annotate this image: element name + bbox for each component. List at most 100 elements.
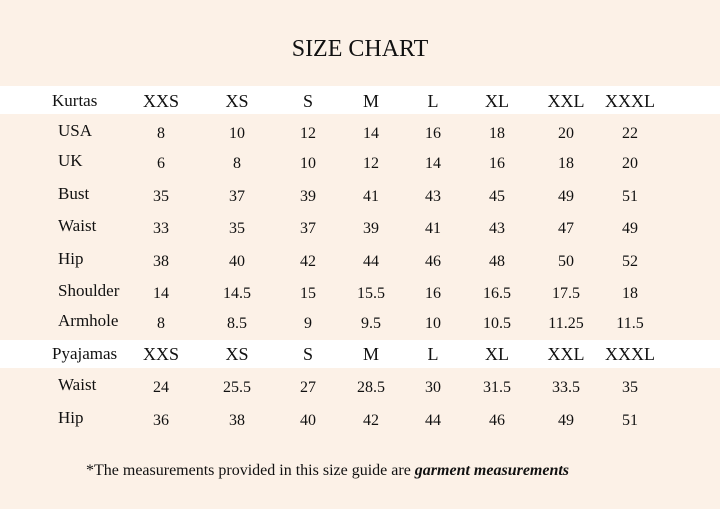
row-label: Waist — [58, 216, 97, 235]
measurement: 14.5 — [223, 285, 251, 302]
measurement: 44 — [363, 253, 379, 270]
measurement: 15.5 — [357, 285, 385, 302]
row-label: Waist — [58, 375, 97, 394]
measurement: 41 — [363, 188, 379, 205]
measurement: 24 — [153, 379, 169, 396]
size-header: M — [362, 91, 380, 111]
measurement: 18 — [622, 285, 638, 302]
measurement: 20 — [622, 155, 638, 172]
measurement: 10 — [425, 315, 441, 332]
measurement: 46 — [425, 253, 441, 270]
size-header: XXS — [142, 91, 180, 111]
measurement: 31.5 — [483, 379, 511, 396]
measurement: 8.5 — [227, 315, 247, 332]
measurement: 50 — [558, 253, 574, 270]
row-label: Armhole — [58, 311, 119, 330]
measurement: 15 — [300, 285, 316, 302]
measurement: 25.5 — [223, 379, 251, 396]
size-header: XXL — [547, 91, 585, 111]
measurement: 33 — [153, 220, 169, 237]
measurement: 49 — [622, 220, 638, 237]
section-label: Kurtas — [52, 91, 98, 110]
measurement: 44 — [425, 412, 441, 429]
measurement: 30 — [425, 379, 441, 396]
size-header: XL — [485, 344, 509, 364]
measurement: 35 — [229, 220, 245, 237]
measurement: 47 — [558, 220, 574, 237]
measurement: 39 — [363, 220, 379, 237]
footnote-text: *The measurements provided in this size … — [86, 462, 411, 479]
measurement: 35 — [622, 379, 638, 396]
measurement: 36 — [153, 412, 169, 429]
measurement: 51 — [622, 412, 638, 429]
measurement: 27 — [300, 379, 316, 396]
section-label: Pyajamas — [52, 344, 118, 363]
measurement: 45 — [489, 188, 505, 205]
measurement: 11.25 — [548, 315, 584, 332]
measurement: 33.5 — [552, 379, 580, 396]
measurement: 49 — [558, 412, 574, 429]
measurement: 12 — [300, 125, 316, 142]
measurement: 37 — [300, 220, 316, 237]
measurement: 43 — [489, 220, 505, 237]
measurement: 46 — [489, 412, 505, 429]
measurement: 16 — [489, 155, 505, 172]
measurement: 49 — [558, 188, 574, 205]
measurement: 42 — [300, 253, 316, 270]
size-header: XL — [485, 91, 509, 111]
size-header: XXXL — [605, 344, 655, 364]
measurement: 38 — [229, 412, 245, 429]
size-header: L — [427, 91, 439, 111]
measurement: 37 — [229, 188, 245, 205]
measurement: 42 — [363, 412, 379, 429]
row-label: Hip — [58, 408, 84, 427]
title: SIZE CHART — [291, 36, 429, 62]
measurement: 48 — [489, 253, 505, 270]
measurement: 22 — [622, 125, 638, 142]
measurement: 39 — [300, 188, 316, 205]
measurement: 41 — [425, 220, 441, 237]
measurement: 18 — [489, 125, 505, 142]
header-band — [0, 86, 720, 114]
measurement: 51 — [622, 188, 638, 205]
row-label: Hip — [58, 249, 84, 268]
row-label: USA — [58, 121, 93, 140]
measurement: 9 — [304, 315, 312, 332]
measurement: 8 — [233, 155, 241, 172]
measurement: 10 — [229, 125, 245, 142]
measurement: 40 — [229, 253, 245, 270]
measurement: 38 — [153, 253, 169, 270]
measurement: 16 — [425, 285, 441, 302]
size-header: S — [302, 91, 314, 111]
measurement: 6 — [157, 155, 165, 172]
size-header: XXS — [142, 344, 180, 364]
measurement: 11.5 — [616, 315, 644, 332]
measurement: 35 — [153, 188, 169, 205]
measurement: 17.5 — [552, 285, 580, 302]
measurement: 14 — [425, 155, 441, 172]
measurement: 28.5 — [357, 379, 385, 396]
size-header: XS — [225, 344, 249, 364]
measurement: 18 — [558, 155, 574, 172]
measurement: 16.5 — [483, 285, 511, 302]
measurement: 12 — [363, 155, 379, 172]
measurement: 14 — [363, 125, 379, 142]
row-label: Shoulder — [58, 281, 120, 300]
row-label: Bust — [58, 184, 90, 203]
measurement: 8 — [157, 315, 165, 332]
measurement: 10 — [300, 155, 316, 172]
size-header: XXXL — [605, 91, 655, 111]
measurement: 40 — [300, 412, 316, 429]
size-header: M — [362, 344, 380, 364]
measurement: 14 — [153, 285, 169, 302]
size-header: L — [427, 344, 439, 364]
footnote-emphasis: garment measurements — [414, 462, 570, 479]
measurement: 9.5 — [361, 315, 381, 332]
header-band — [0, 340, 720, 368]
measurement: 16 — [425, 125, 441, 142]
size-header: XXL — [547, 344, 585, 364]
measurement: 10.5 — [483, 315, 511, 332]
measurement: 52 — [622, 253, 638, 270]
measurement: 43 — [425, 188, 441, 205]
